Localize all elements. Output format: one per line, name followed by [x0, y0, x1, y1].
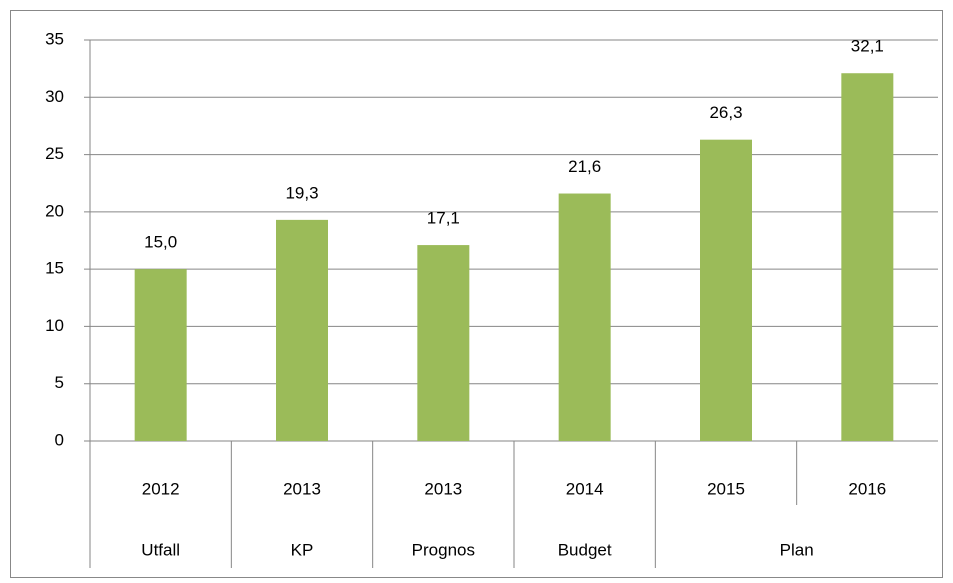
value-label: 26,3 [709, 103, 742, 122]
x-tick-label: 2015 [707, 479, 745, 498]
y-tick-label: 20 [45, 201, 64, 220]
group-label: Budget [558, 540, 612, 559]
y-tick-label: 35 [45, 29, 64, 48]
group-label: Prognos [412, 540, 475, 559]
bar [558, 193, 611, 441]
bar [276, 219, 328, 441]
bar [417, 245, 470, 441]
group-label: Utfall [141, 540, 180, 559]
x-tick-label: 2012 [142, 479, 180, 498]
value-label: 19,3 [285, 183, 318, 202]
y-tick-label: 5 [55, 373, 64, 392]
x-tick-label: 2016 [848, 479, 886, 498]
x-tick-label: 2014 [566, 479, 604, 498]
y-tick-label: 0 [55, 430, 64, 449]
value-label: 32,1 [851, 37, 884, 56]
value-label: 21,6 [568, 157, 601, 176]
y-tick-label: 30 [45, 87, 64, 106]
y-tick-label: 10 [45, 316, 64, 335]
y-tick-label: 25 [45, 144, 64, 163]
x-tick-label: 2013 [283, 479, 321, 498]
group-label: Plan [780, 540, 814, 559]
value-label: 15,0 [144, 233, 177, 252]
value-label: 17,1 [427, 209, 460, 228]
bar [841, 73, 894, 442]
bar [700, 139, 752, 442]
group-label: KP [291, 540, 314, 559]
bar [134, 269, 187, 441]
x-tick-label: 2013 [424, 479, 462, 498]
y-tick-label: 15 [45, 259, 64, 278]
